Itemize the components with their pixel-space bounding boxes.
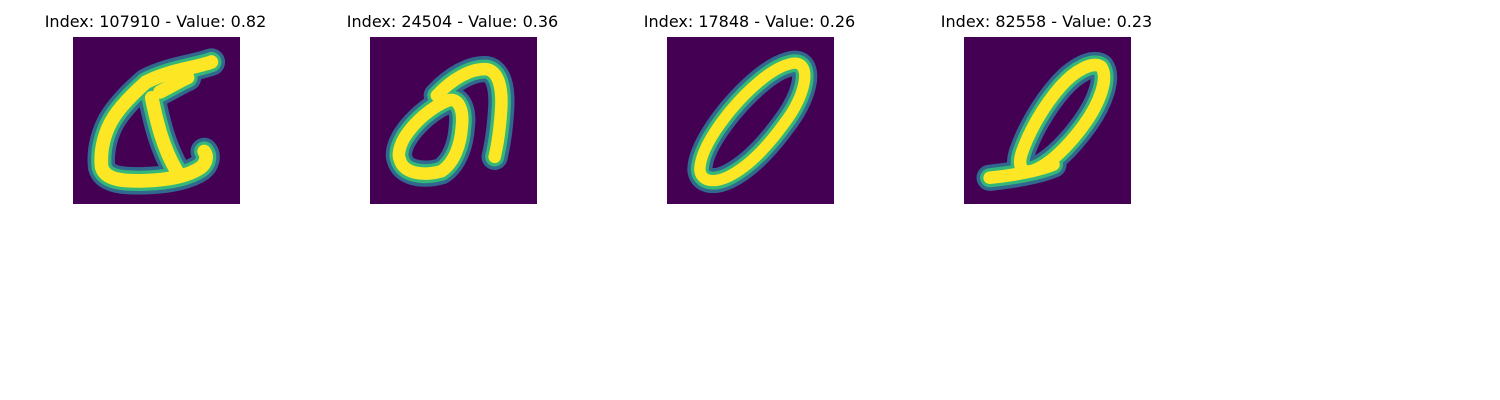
digit-image-3	[667, 37, 834, 204]
image-panel-4: Index: 82558 - Value: 0.23	[898, 0, 1195, 210]
digit-image-4	[964, 37, 1131, 204]
image-panel-2: Index: 24504 - Value: 0.36	[304, 0, 601, 210]
digit-image-1	[73, 37, 240, 204]
panel-title-3: Index: 17848 - Value: 0.26	[643, 12, 856, 31]
panel-title-1: Index: 107910 - Value: 0.82	[44, 12, 267, 31]
digit-image-2	[370, 37, 537, 204]
image-panel-1: Index: 107910 - Value: 0.82	[7, 0, 304, 210]
panel-title-4: Index: 82558 - Value: 0.23	[940, 12, 1153, 31]
panel-title-2: Index: 24504 - Value: 0.36	[346, 12, 559, 31]
image-panel-3: Index: 17848 - Value: 0.26	[601, 0, 898, 210]
